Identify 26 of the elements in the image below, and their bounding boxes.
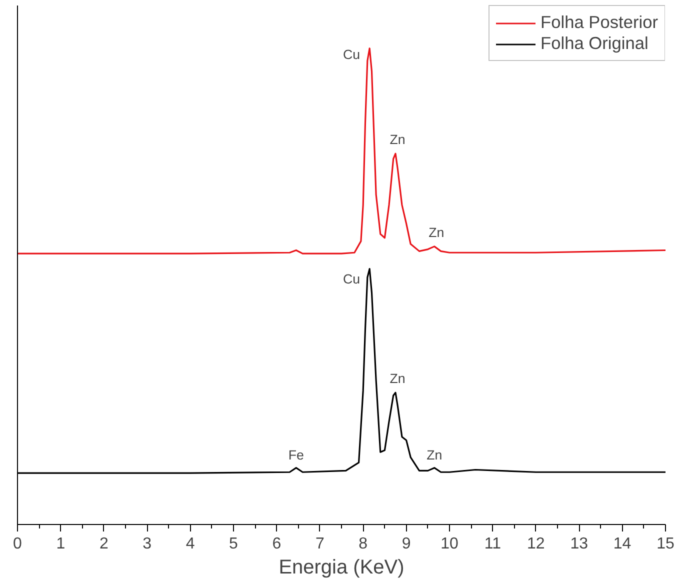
x-tick-label: 6	[272, 536, 282, 552]
x-tick-label: 14	[613, 536, 632, 552]
annotation: Zn	[390, 132, 406, 148]
x-tick-label: 12	[527, 536, 545, 552]
annotation: Cu	[343, 271, 360, 286]
annotation: Cu	[343, 46, 360, 62]
x-axis-title: Energia (KeV)	[278, 556, 404, 578]
x-tick-label: 9	[402, 536, 411, 552]
legend-label: Folha Posterior	[540, 12, 658, 33]
x-tick-label: 7	[315, 536, 324, 552]
annotation: Zn	[426, 447, 442, 462]
annotation: Zn	[428, 224, 444, 240]
x-tick-label: 11	[484, 536, 502, 552]
x-tick-label: 13	[570, 536, 588, 552]
legend-label: Folha Original	[540, 33, 648, 54]
annotation: Zn	[390, 371, 406, 386]
x-tick-label: 2	[99, 536, 108, 552]
x-tick-label: 10	[440, 536, 458, 552]
x-tick-label: 4	[186, 536, 195, 552]
x-tick-label: 1	[56, 536, 66, 552]
x-tick-label: 5	[229, 536, 238, 552]
x-tick-label: 8	[358, 536, 368, 552]
x-tick-label: 0	[13, 536, 22, 552]
x-tick-label: 15	[656, 536, 674, 552]
annotation: Fe	[288, 447, 304, 462]
x-tick-label: 3	[142, 536, 152, 552]
